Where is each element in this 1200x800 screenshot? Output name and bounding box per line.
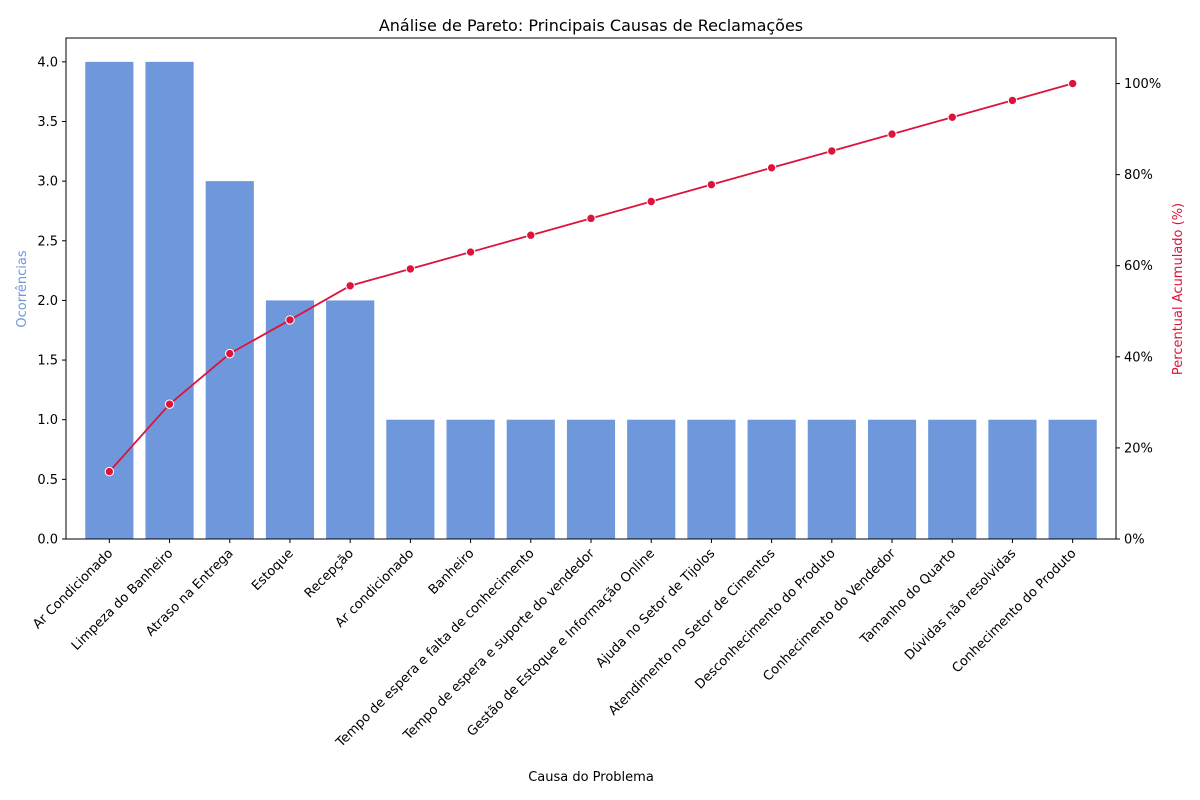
y-tick-label-left: 1.5 bbox=[37, 354, 58, 369]
axes-layer: 0.0 0.5 1.0 1.5 2.0 2.5 3.0 3.5 4.0 0% 20% 40% 60% 80… bbox=[30, 37, 1161, 751]
y-tick-label-left: 3.5 bbox=[37, 115, 58, 130]
bar bbox=[145, 61, 194, 539]
bar bbox=[386, 419, 435, 539]
bar bbox=[747, 419, 796, 539]
bar bbox=[627, 419, 676, 539]
cumulative-line-layer bbox=[104, 78, 1078, 477]
y-tick-label-left: 0.0 bbox=[37, 533, 58, 548]
bar bbox=[867, 419, 917, 539]
x-tick-label: Ajuda no Setor de Tijolos bbox=[593, 546, 718, 671]
cumulative-point bbox=[465, 247, 476, 257]
cumulative-point bbox=[285, 315, 295, 325]
bar bbox=[446, 419, 495, 539]
y-tick-label-right: 80% bbox=[1124, 168, 1153, 183]
y-tick-label-left: 0.5 bbox=[37, 473, 58, 488]
y-tick-label-left: 4.0 bbox=[37, 55, 58, 70]
cumulative-point bbox=[586, 213, 596, 224]
y-tick-label-right: 60% bbox=[1124, 259, 1153, 274]
y-tick-label-left: 1.0 bbox=[37, 413, 58, 428]
y-tick-label-right: 0% bbox=[1124, 533, 1145, 548]
bars-layer bbox=[85, 61, 1097, 539]
x-tick-label: Recepção bbox=[302, 546, 357, 601]
bar bbox=[928, 419, 977, 539]
cumulative-point bbox=[887, 129, 897, 139]
bar bbox=[506, 419, 555, 539]
bar bbox=[265, 300, 315, 539]
y-tick-label-left: 3.0 bbox=[37, 175, 58, 190]
bar bbox=[807, 419, 856, 539]
cumulative-point bbox=[104, 466, 115, 477]
bar bbox=[326, 300, 375, 539]
y-axis-title-left: Ocorrências bbox=[15, 250, 30, 327]
cumulative-point bbox=[706, 179, 717, 190]
bar bbox=[566, 419, 616, 539]
cumulative-line bbox=[108, 82, 1073, 473]
cumulative-point bbox=[766, 163, 777, 173]
cumulative-point bbox=[345, 281, 355, 291]
cumulative-point bbox=[947, 112, 957, 122]
y-tick-label-right: 100% bbox=[1124, 77, 1161, 92]
bar bbox=[687, 419, 736, 539]
bar bbox=[205, 181, 254, 539]
y-tick-label-right: 40% bbox=[1124, 350, 1153, 365]
y-tick-label-left: 2.0 bbox=[37, 294, 58, 309]
cumulative-point bbox=[646, 196, 656, 207]
x-tick-label: Estoque bbox=[249, 546, 297, 594]
x-tick-label: Conhecimento do Produto bbox=[949, 546, 1079, 676]
y-tick-label-right: 20% bbox=[1124, 441, 1153, 456]
y-tick-label-left: 2.5 bbox=[37, 234, 58, 249]
x-axis-title: Causa do Problema bbox=[528, 770, 654, 785]
cumulative-point bbox=[225, 348, 235, 359]
cumulative-point bbox=[164, 399, 175, 409]
cumulative-point bbox=[827, 146, 837, 156]
bar bbox=[85, 61, 134, 539]
bar bbox=[1048, 419, 1097, 539]
chart-title: Análise de Pareto: Principais Causas de … bbox=[379, 16, 803, 35]
cumulative-point bbox=[1007, 95, 1018, 106]
bar bbox=[988, 419, 1037, 539]
x-tick-label: Dúvidas não resolvidas bbox=[902, 546, 1019, 663]
cumulative-point bbox=[405, 264, 416, 274]
cumulative-point bbox=[526, 230, 536, 240]
cumulative-point bbox=[1067, 78, 1078, 89]
y-axis-title-right: Percentual Acumulado (%) bbox=[1171, 203, 1186, 375]
x-tick-label: Limpeza do Banheiro bbox=[69, 546, 177, 654]
x-tick-label: Banheiro bbox=[426, 546, 478, 598]
